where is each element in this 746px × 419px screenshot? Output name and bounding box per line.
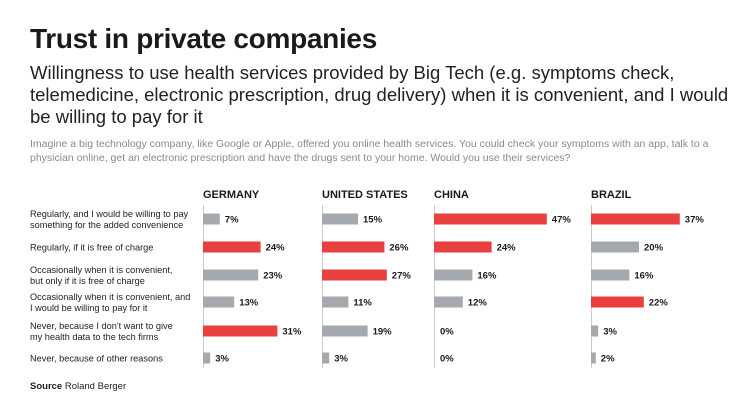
data-label: 31% [282,326,302,337]
data-label: 19% [373,326,393,337]
country-header: BRAZIL [591,189,632,201]
survey-question: Imagine a big technology company, like G… [30,138,709,164]
data-label: 13% [239,297,259,308]
category-label-line: Never, because of other reasons [30,353,163,363]
bar [434,296,463,308]
category-label: Occasionally when it is convenient, but o… [30,265,172,286]
bar [434,269,473,281]
bar [322,352,330,364]
country-header: UNITED STATES [322,189,408,201]
data-label: 0% [440,353,454,364]
country-header: CHINA [434,189,469,201]
data-label: 26% [389,242,409,253]
bar [322,325,368,337]
data-label: 16% [634,270,654,281]
category-label-line: but only if it is free of charge [30,276,145,286]
page-subtitle: Willingness to use health services provi… [30,62,729,127]
data-label: 20% [644,242,664,253]
category-label: Regularly, if it is free of charge [30,242,153,252]
category-label: Regularly, and I would be willing to pay… [30,209,189,230]
category-label-line: my health data to the tech firms [30,332,159,342]
category-label-line: Regularly, if it is free of charge [30,242,153,252]
bar [591,296,644,308]
data-label: 15% [363,214,383,225]
bar [591,269,630,281]
bar [322,296,349,308]
data-label: 3% [215,353,229,364]
data-label: 2% [601,353,615,364]
source-label: Source [30,381,63,392]
data-label: 27% [392,270,412,281]
bar [591,325,599,337]
page-title: Trust in private companies [30,23,377,54]
data-label: 24% [497,242,517,253]
data-label: 7% [225,214,239,225]
country-header: GERMANY [203,189,260,201]
data-label: 24% [266,242,286,253]
data-label: 3% [603,326,617,337]
bar [322,269,387,281]
data-label: 0% [440,326,454,337]
category-label-line: something for the added convenience [30,220,183,230]
data-label: 3% [334,353,348,364]
bar [203,325,278,337]
category-label: Occasionally when it is convenient, and I… [30,292,190,313]
data-label: 22% [649,297,669,308]
bar [203,269,259,281]
bar [322,241,385,253]
category-label-line: Occasionally when it is convenient, [30,265,172,275]
category-label-line: Never, because I don't want to give [30,321,173,331]
category-label-line: Regularly, and I would be willing to pay [30,209,189,219]
data-label: 11% [353,297,372,308]
category-label: Never, because I don't want to give my he… [30,321,173,342]
bar [203,352,211,364]
data-label: 16% [477,270,497,281]
data-label: 37% [685,214,705,225]
category-label-line: Occasionally when it is convenient, and [30,292,190,302]
bar [434,213,547,225]
bar [203,296,235,308]
bar [591,352,596,364]
bar [591,241,639,253]
bar [203,241,261,253]
data-label: 47% [552,214,572,225]
data-label: 12% [468,297,488,308]
bar [322,213,358,225]
bar [591,213,680,225]
data-label: 23% [263,270,283,281]
bar [434,241,492,253]
category-label: Never, because of other reasons [30,353,163,363]
category-label-line: I would be willing to pay for it [30,303,148,313]
source-note: Source Roland Berger [30,381,126,392]
source-text: Roland Berger [64,381,127,392]
bar [203,213,220,225]
